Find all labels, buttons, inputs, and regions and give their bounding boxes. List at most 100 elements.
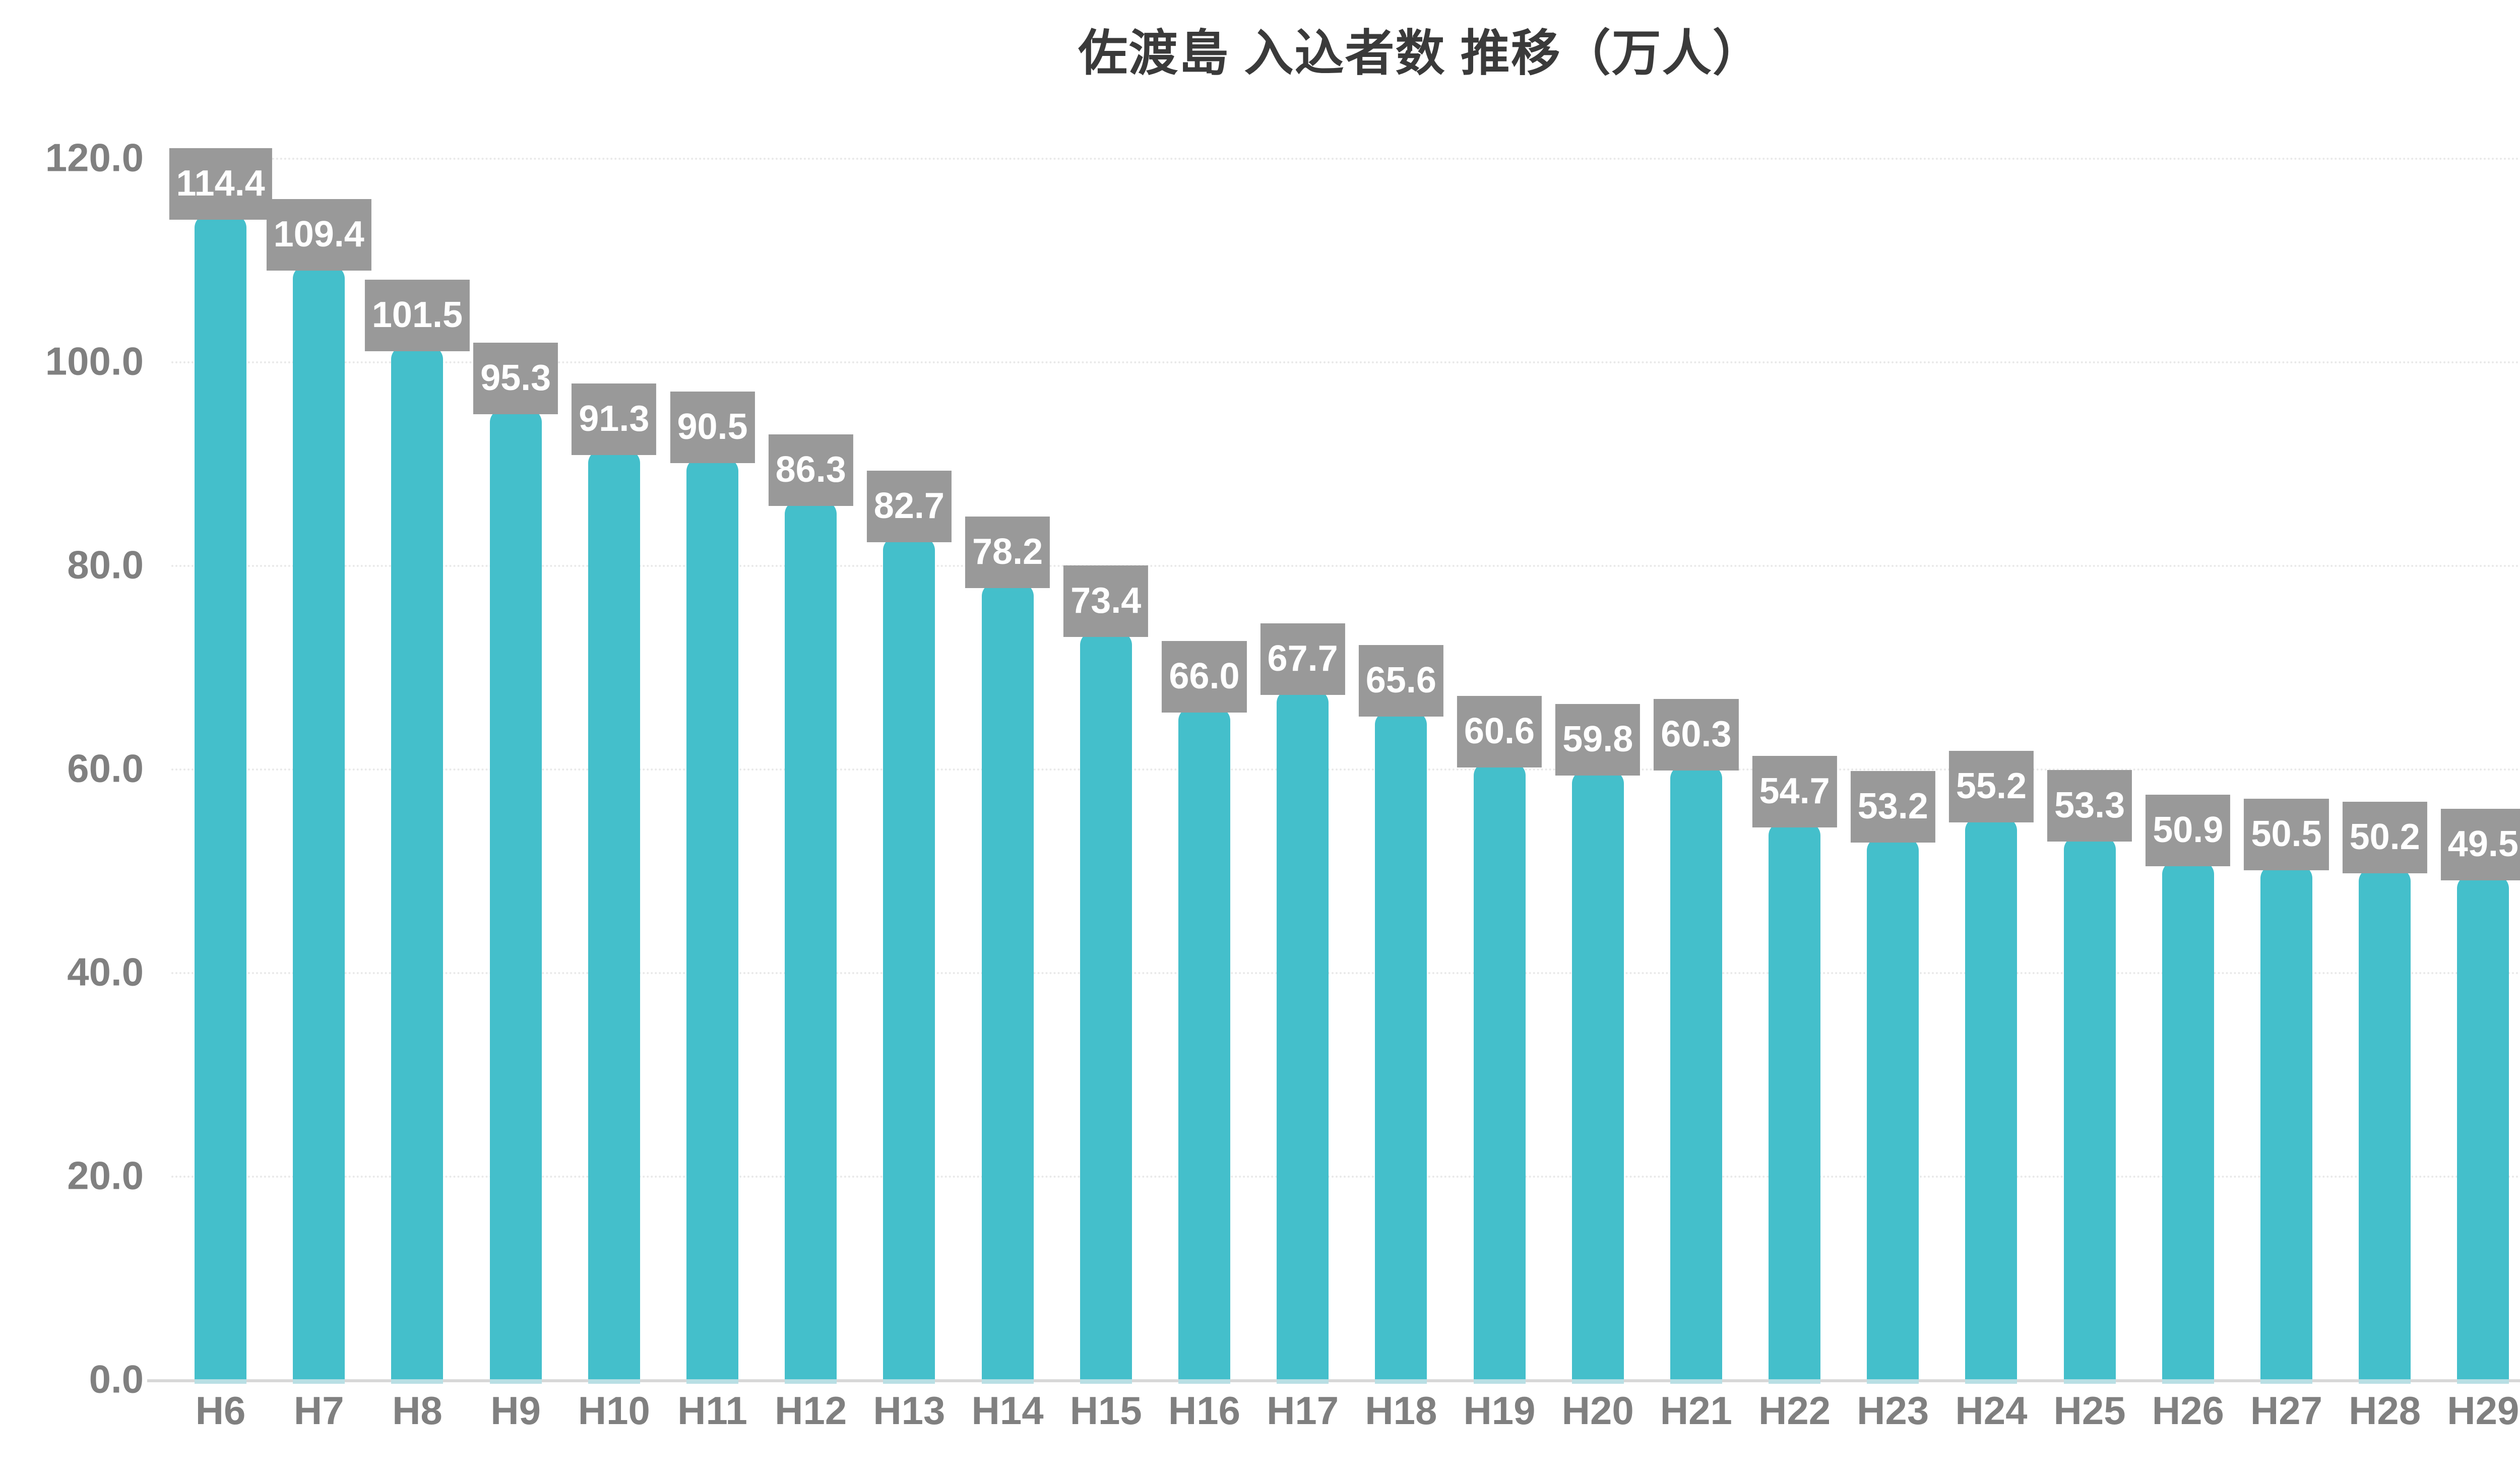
x-axis-tick-label: H16	[1168, 1388, 1240, 1433]
bar-group: 67.7	[1260, 158, 1345, 1384]
x-axis-tick-label: H17	[1267, 1388, 1339, 1433]
gridline	[171, 158, 2520, 160]
bar-value-label: 53.3	[2047, 770, 2132, 842]
x-axis-tick-label: H28	[2349, 1388, 2421, 1433]
bar-value-label: 73.4	[1063, 565, 1149, 637]
bar-underline	[2162, 1379, 2214, 1384]
x-axis-tick-label: H15	[1069, 1388, 1142, 1433]
x-axis-tick-label: H26	[2152, 1388, 2224, 1433]
bar[interactable]	[1178, 707, 1230, 1384]
bar[interactable]	[588, 450, 640, 1384]
bar-value-label: 49.5	[2440, 809, 2520, 881]
bar[interactable]	[195, 215, 247, 1384]
x-axis-tick-label: H23	[1857, 1388, 1929, 1433]
bar[interactable]	[1473, 762, 1526, 1384]
bar[interactable]	[883, 537, 935, 1384]
bar-group: 95.3	[473, 158, 558, 1384]
bar[interactable]	[2162, 861, 2214, 1384]
x-axis-tick-label: H11	[677, 1388, 747, 1433]
x-axis-tick-label: H10	[578, 1388, 650, 1433]
bar-group: 59.8	[1555, 158, 1641, 1384]
page-title: 佐渡島 入込者数 推移（万人）	[1078, 25, 1763, 81]
bar[interactable]	[2063, 837, 2116, 1384]
bar[interactable]	[293, 266, 345, 1384]
bar[interactable]	[1571, 771, 1624, 1384]
y-axis-tick-label: 40.0	[67, 949, 144, 994]
bar-underline	[1670, 1379, 1722, 1384]
bar-underline	[1867, 1379, 1919, 1384]
bar[interactable]	[1965, 817, 2018, 1384]
x-axis-tick-label: H21	[1660, 1388, 1732, 1433]
y-axis-tick-label: 80.0	[67, 542, 144, 587]
x-axis-tick-label: H12	[775, 1388, 847, 1433]
bar[interactable]	[1277, 690, 1329, 1384]
bar[interactable]	[489, 409, 542, 1384]
x-axis-tick-label: H25	[2053, 1388, 2126, 1433]
bar[interactable]	[2359, 868, 2411, 1384]
bar-group: 101.5	[364, 158, 470, 1384]
bar-group: 66.0	[1162, 158, 1247, 1384]
bar-underline	[1571, 1379, 1624, 1384]
axis-baseline	[147, 1379, 2520, 1382]
gridline	[171, 768, 2520, 771]
bar-group: 78.2	[965, 158, 1050, 1384]
bar-group: 54.7	[1752, 158, 1837, 1384]
bar-value-label: 90.5	[670, 391, 755, 463]
bar-group: 73.4	[1063, 158, 1149, 1384]
x-axis-tick-label: H8	[392, 1388, 443, 1433]
bar-value-label: 53.2	[1850, 771, 1935, 843]
gridline	[171, 1176, 2520, 1178]
bar-group: 50.5	[2244, 158, 2329, 1384]
bar-group: 55.2	[1948, 158, 2034, 1384]
bar[interactable]	[2260, 865, 2312, 1384]
bar-underline	[2063, 1379, 2116, 1384]
bar-value-label: 55.2	[1948, 750, 2034, 822]
x-axis-tick-label: H14	[971, 1388, 1044, 1433]
bar-value-label: 91.3	[572, 383, 657, 455]
bar-value-label: 60.6	[1457, 695, 1542, 767]
bar-group: 60.3	[1654, 158, 1739, 1384]
x-axis-tick-label: H20	[1561, 1388, 1634, 1433]
bar-value-label: 101.5	[364, 279, 470, 351]
y-axis-tick-label: 120.0	[45, 135, 144, 180]
bar[interactable]	[1080, 632, 1132, 1384]
x-axis-tick-label: H22	[1758, 1388, 1831, 1433]
bar-underline	[1965, 1379, 2018, 1384]
bar-underline	[1277, 1379, 1329, 1384]
bar-group: 82.7	[866, 158, 952, 1384]
bar[interactable]	[2457, 875, 2509, 1384]
bar-value-label: 50.5	[2244, 798, 2329, 870]
bar-value-label: 95.3	[473, 342, 558, 414]
bar-value-label: 54.7	[1752, 756, 1837, 828]
x-axis-tick-label: H29	[2447, 1388, 2519, 1433]
bar[interactable]	[981, 583, 1034, 1384]
bar-underline	[1080, 1379, 1132, 1384]
bar-value-label: 109.4	[266, 199, 371, 271]
bar-value-label: 59.8	[1555, 704, 1641, 776]
y-axis-tick-label: 100.0	[45, 339, 144, 383]
bar-group: 53.3	[2047, 158, 2132, 1384]
bar-value-label: 66.0	[1162, 640, 1247, 713]
bar-value-label: 50.2	[2342, 801, 2427, 873]
x-axis-tick-label: H19	[1463, 1388, 1536, 1433]
gridline	[171, 972, 2520, 974]
bar[interactable]	[785, 500, 837, 1384]
bar[interactable]	[686, 458, 739, 1384]
bar[interactable]	[1670, 765, 1722, 1384]
bar[interactable]	[1375, 711, 1427, 1384]
bar-group: 49.5	[2440, 158, 2520, 1384]
bar-underline	[883, 1379, 935, 1384]
bar[interactable]	[391, 346, 444, 1384]
bar-underline	[588, 1379, 640, 1384]
bar-value-label: 60.3	[1654, 698, 1739, 771]
bar-underline	[293, 1379, 345, 1384]
bar-value-label: 114.4	[169, 148, 272, 220]
bar-underline	[391, 1379, 444, 1384]
gridline	[171, 361, 2520, 363]
x-axis-tick-label: H18	[1365, 1388, 1437, 1433]
bar[interactable]	[1867, 838, 1919, 1384]
bar[interactable]	[1769, 822, 1821, 1384]
x-axis-tick-label: H24	[1955, 1388, 2028, 1433]
bar-underline	[195, 1379, 247, 1384]
